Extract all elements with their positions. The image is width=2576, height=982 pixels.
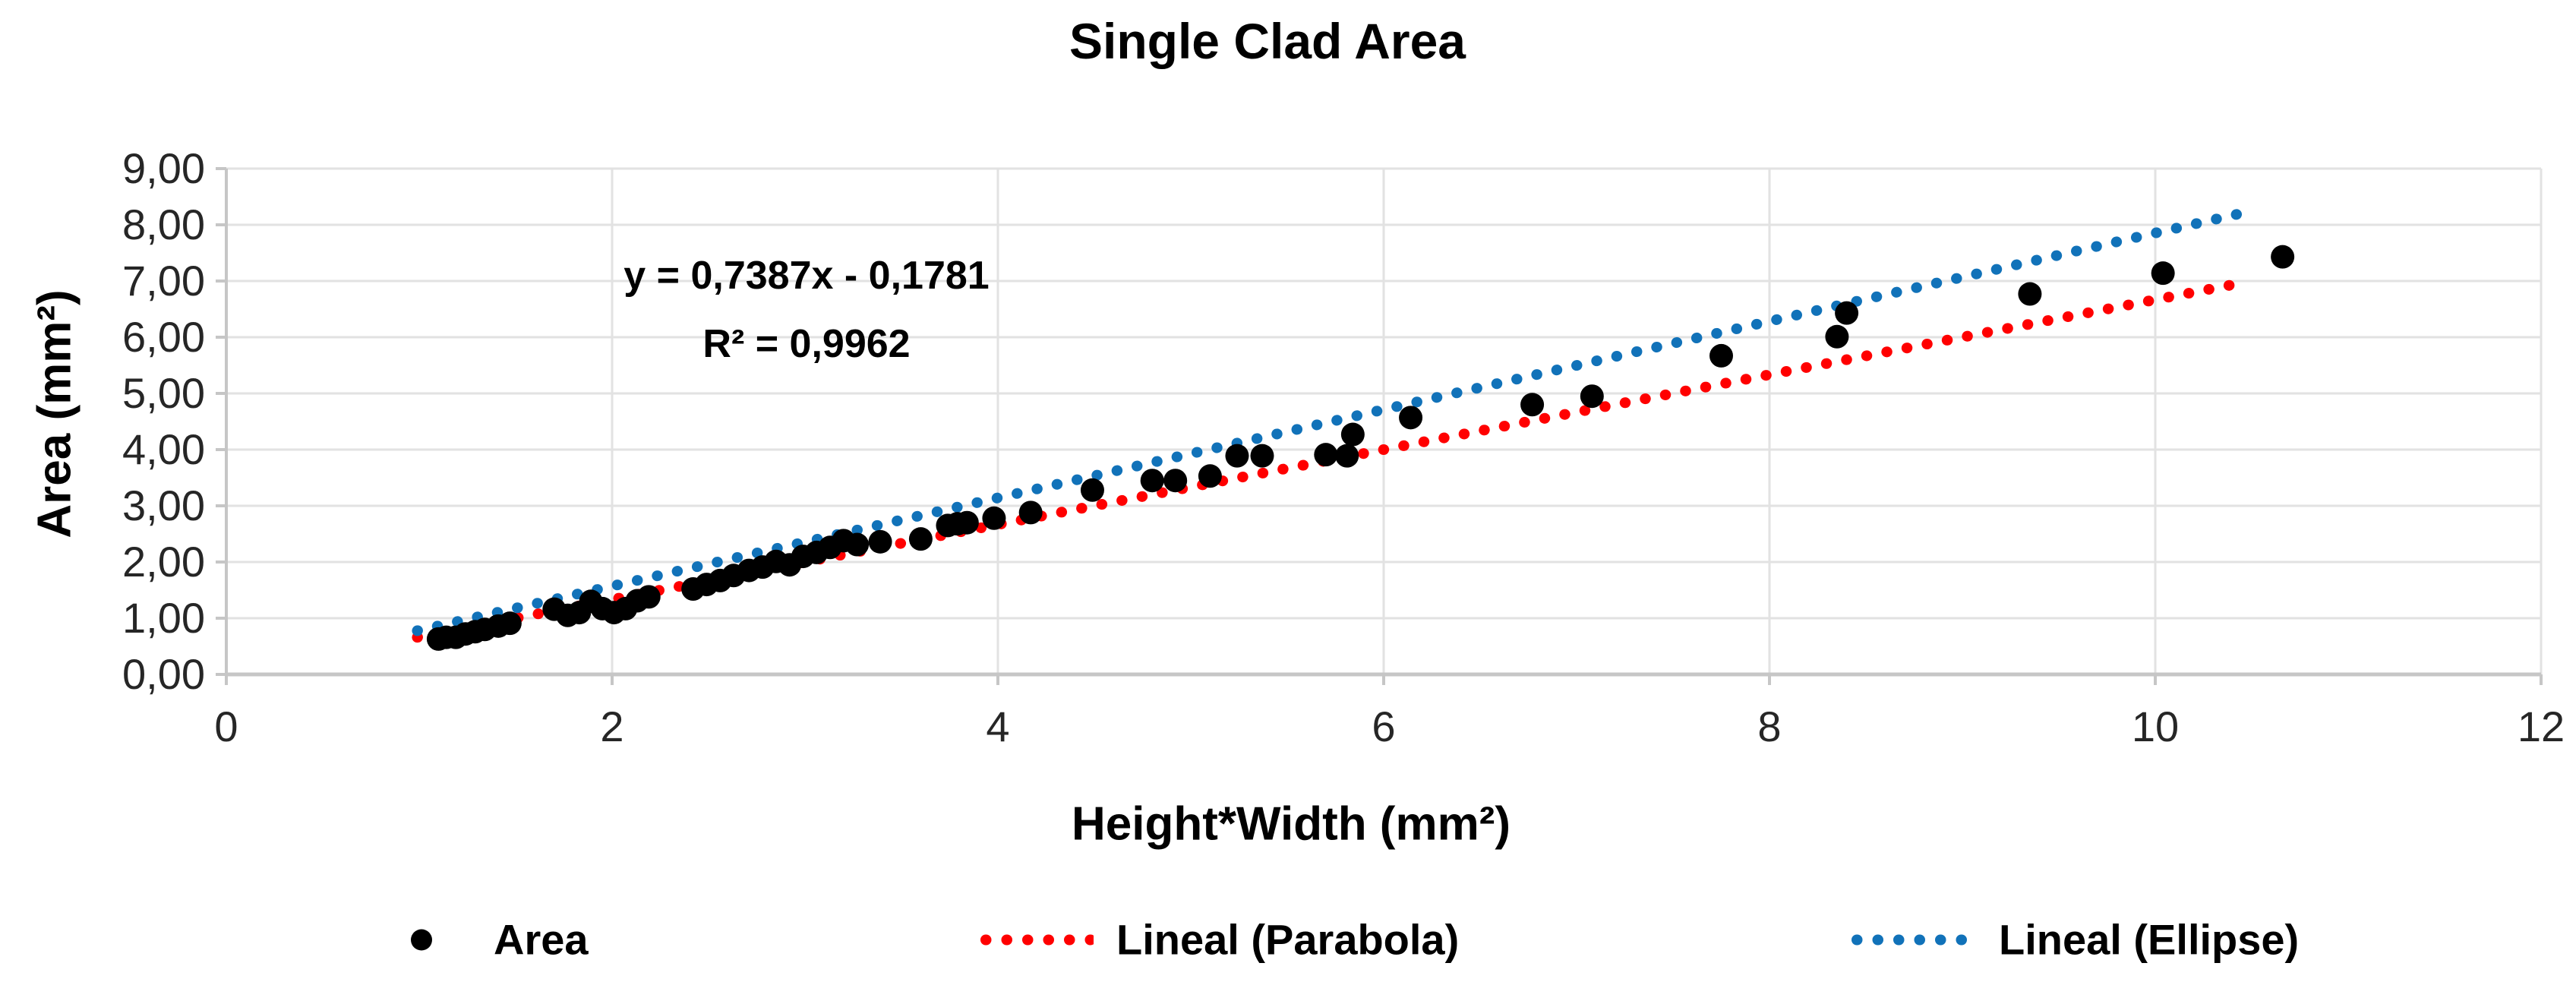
- y-tick-label: 6,00: [122, 313, 205, 361]
- scatter-point: [1250, 444, 1274, 468]
- x-tick-label: 6: [1372, 703, 1395, 750]
- y-tick-label: 5,00: [122, 369, 205, 417]
- x-tick-label: 4: [986, 703, 1009, 750]
- scatter-point: [868, 529, 892, 554]
- scatter-point: [636, 585, 661, 609]
- y-tick-label: 4,00: [122, 425, 205, 473]
- scatter-point: [1520, 393, 1545, 417]
- y-tick-label: 1,00: [122, 594, 205, 642]
- x-tick-label: 8: [1757, 703, 1781, 750]
- scatter-point: [1340, 422, 1365, 447]
- y-tick-label: 9,00: [122, 144, 205, 192]
- scatter-point: [1198, 464, 1222, 488]
- legend-item-area: Area: [409, 915, 589, 965]
- legend-label: Lineal (Ellipse): [1999, 915, 2300, 964]
- x-tick-label: 12: [2518, 703, 2565, 750]
- y-tick-label: 7,00: [122, 257, 205, 305]
- legend-item-ellipse: Lineal (Ellipse): [1851, 915, 2299, 965]
- scatter-point: [845, 532, 870, 557]
- chart-title: Single Clad Area: [1069, 13, 1466, 69]
- scatter-point: [1335, 444, 1359, 468]
- scatter-marker-icon: [411, 929, 432, 950]
- y-tick-label: 8,00: [122, 201, 205, 248]
- legend-item-parabola: Lineal (Parabola): [980, 915, 1459, 965]
- y-axis-title: Area (mm²): [28, 289, 81, 538]
- scatter-point: [1580, 384, 1604, 409]
- y-tick-label: 3,00: [122, 482, 205, 529]
- x-tick-label: 0: [214, 703, 238, 750]
- scatter-point: [1163, 469, 1188, 493]
- y-tick-label: 2,00: [122, 538, 205, 586]
- scatter-point: [1825, 324, 1849, 349]
- scatter-point: [2018, 282, 2042, 306]
- legend-label: Area: [494, 915, 589, 964]
- trendline-equation: y = 0,7387x - 0,1781 R² = 0,9962: [623, 242, 989, 378]
- scatter-point: [1080, 478, 1104, 502]
- scatter-point: [1835, 301, 1859, 325]
- scatter-point: [1314, 443, 1338, 467]
- scatter-point: [955, 510, 979, 535]
- scatter-point: [982, 506, 1006, 530]
- scatter-point: [1225, 444, 1249, 468]
- scatter-point: [1140, 469, 1164, 493]
- legend-label: Lineal (Parabola): [1116, 915, 1460, 964]
- trendline-ellipse: [412, 208, 2244, 636]
- scatter-point: [497, 611, 522, 636]
- x-tick-label: 10: [2132, 703, 2179, 750]
- y-tick-label: 0,00: [122, 650, 205, 698]
- scatter-point: [2271, 245, 2295, 269]
- x-axis-title: Height*Width (mm²): [1071, 797, 1511, 851]
- r-squared-line: R² = 0,9962: [702, 322, 911, 366]
- scatter-point: [1399, 406, 1423, 430]
- dotted-line-icon: [1852, 934, 1976, 945]
- x-tick-label: 2: [600, 703, 623, 750]
- scatter-point: [908, 527, 933, 551]
- scatter-point: [2151, 261, 2175, 286]
- scatter-point: [1709, 343, 1733, 368]
- dotted-line-icon: [980, 934, 1094, 945]
- scatter-point: [1018, 500, 1043, 525]
- equation-line: y = 0,7387x - 0,1781: [623, 254, 990, 298]
